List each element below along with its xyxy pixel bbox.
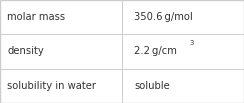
Text: solubility in water: solubility in water [7,81,96,91]
Text: molar mass: molar mass [7,12,65,22]
Text: 2.2 g/cm: 2.2 g/cm [134,46,177,57]
Text: density: density [7,46,44,57]
Text: 3: 3 [190,40,194,46]
Text: soluble: soluble [134,81,170,91]
Text: 350.6 g/mol: 350.6 g/mol [134,12,193,22]
